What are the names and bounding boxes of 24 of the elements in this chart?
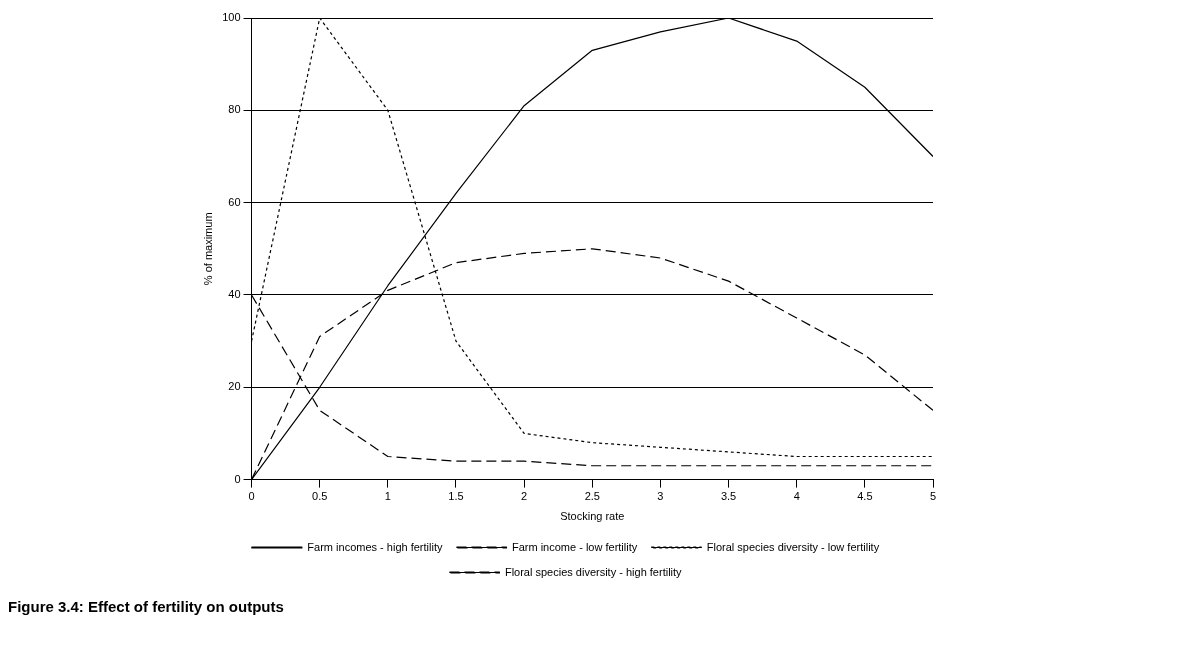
x-tick-label: 3.5 [720,490,737,503]
legend-label: Farm income - low fertility [511,540,638,553]
text: Figure 3.4: Effect of fertility on outputs [8,598,285,615]
x-tick-label: 3 [657,490,664,503]
y-axis-title: % of maximum [201,212,214,286]
x-tick-label: 4.5 [857,490,873,503]
legend-label: Floral species diversity - low fertility [706,540,880,553]
x-tick-label: 1 [384,490,391,503]
x-tick-label: 0 [248,490,255,503]
x-tick-label: 5 [929,490,937,503]
y-tick-label: 40 [228,287,241,300]
legend-label: Farm incomes - high fertility [307,540,443,553]
y-tick-label: 100 [222,11,241,24]
y-tick-label: 0 [234,472,241,485]
x-tick-label: 2 [521,490,528,503]
y-tick-label: 60 [228,195,241,208]
x-tick-label: 4 [793,490,800,503]
legend-label: Floral species diversity - high fertility [504,565,683,578]
x-tick-label: 1.5 [448,490,464,503]
y-tick-label: 20 [228,380,241,393]
x-tick-label: 0.5 [312,490,328,503]
x-axis-title: Stocking rate [560,510,625,523]
y-tick-label: 80 [228,103,241,116]
x-tick-label: 2.5 [584,490,600,503]
